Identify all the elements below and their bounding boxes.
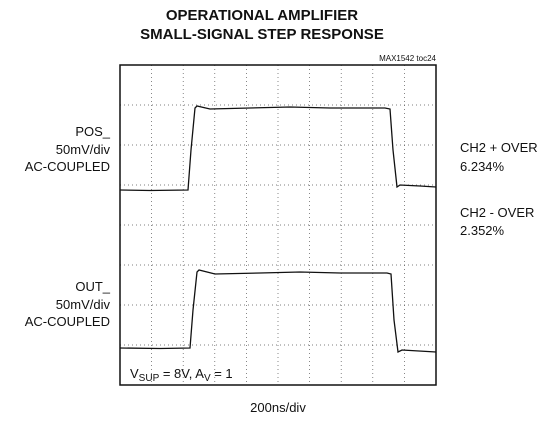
chart-title: OPERATIONAL AMPLIFIER	[166, 7, 358, 24]
channel-coupling: AC-COUPLED	[25, 314, 110, 329]
channel-name: OUT_	[75, 279, 110, 294]
chart-title: SMALL-SIGNAL STEP RESPONSE	[140, 26, 384, 43]
trace	[119, 105, 437, 192]
grid	[120, 65, 436, 385]
channel-coupling: AC-COUPLED	[25, 159, 110, 174]
channel-name: POS_	[75, 124, 110, 139]
annotation-part: V	[130, 366, 139, 381]
annotation-part: = 8V, A	[159, 366, 204, 381]
annotation-part: = 1	[211, 366, 233, 381]
trace	[119, 269, 437, 353]
measurement-label: CH2 - OVER	[460, 205, 534, 220]
annotation: VSUP = 8V, AV = 1	[130, 366, 233, 384]
channel-scale: 50mV/div	[56, 142, 111, 157]
channel-scale: 50mV/div	[56, 297, 111, 312]
measurement-value: 6.234%	[460, 159, 505, 174]
measurement-value: 2.352%	[460, 223, 505, 238]
annotation-part: V	[204, 373, 211, 384]
x-axis-label: 200ns/div	[250, 400, 306, 415]
measurement-label: CH2 + OVER	[460, 140, 538, 155]
figure-id: MAX1542 toc24	[379, 54, 436, 63]
annotation-part: SUP	[139, 373, 160, 384]
plot-frame	[119, 64, 437, 386]
